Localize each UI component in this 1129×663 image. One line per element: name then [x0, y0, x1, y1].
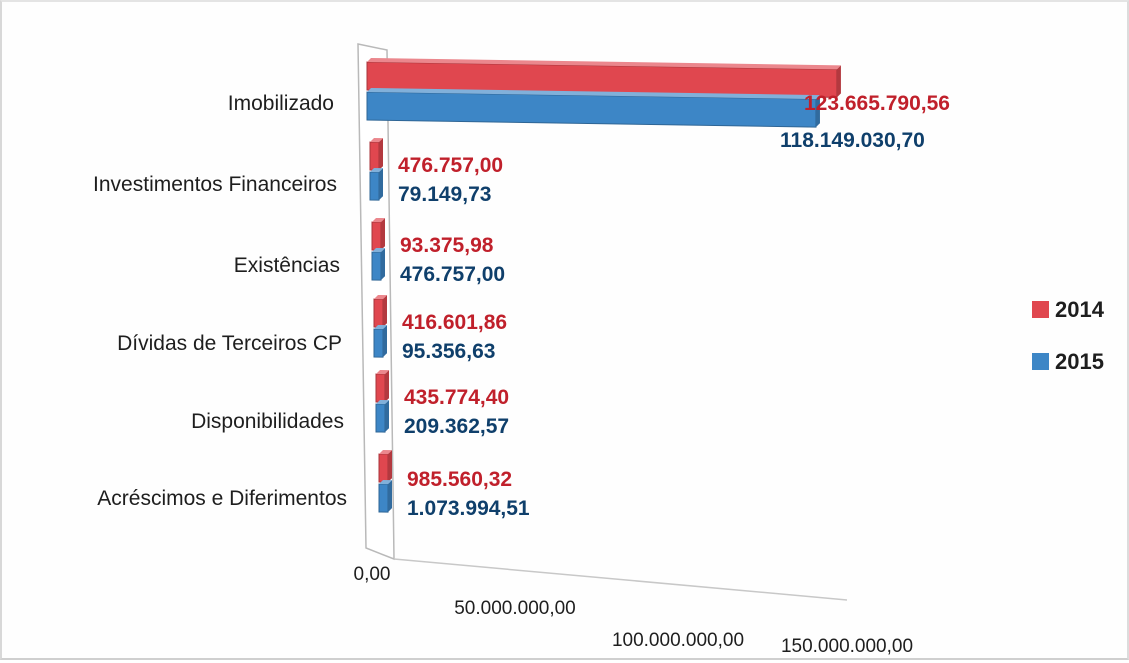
bar-2014-5	[375, 370, 389, 403]
legend-label: 2015	[1055, 349, 1104, 374]
bar-end	[383, 295, 387, 328]
value-label-2014-5: 435.774,40	[404, 386, 509, 409]
legend-label: 2014	[1055, 297, 1105, 322]
legend-item-2015: 2015	[1032, 349, 1104, 374]
bar-end	[385, 370, 389, 403]
bar-top	[370, 168, 383, 173]
bar-end	[383, 325, 387, 358]
bar-end	[388, 480, 392, 513]
category-label-5: Disponibilidades	[191, 410, 344, 433]
x-tick-label-3: 100.000.000,00	[612, 630, 744, 651]
bar-2015-4	[373, 325, 387, 358]
bar-top	[372, 248, 385, 253]
bar-top	[376, 400, 389, 405]
value-label-2014-1: 123.665.790,56	[804, 92, 950, 115]
bars	[366, 58, 841, 513]
bar-2014-6	[378, 450, 392, 483]
bar-2014-2	[369, 138, 383, 171]
category-label-1: Imobilizado	[228, 92, 334, 115]
bar-2014-4	[373, 295, 387, 328]
bar-end	[379, 138, 383, 171]
bar-face	[375, 373, 386, 403]
bar-top	[367, 58, 841, 70]
bar-face	[369, 141, 380, 171]
bar-top	[379, 450, 392, 455]
bar-2014-3	[371, 218, 385, 251]
bar-top	[372, 218, 385, 223]
bar-end	[381, 248, 385, 281]
legend-swatch	[1032, 353, 1049, 370]
category-label-2: Investimentos Financeiros	[93, 173, 337, 196]
category-label-4: Dívidas de Terceiros CP	[117, 332, 342, 355]
legend-swatch	[1032, 301, 1049, 318]
value-label-2015-5: 209.362,57	[404, 415, 509, 438]
category-label-3: Existências	[234, 254, 340, 277]
bar-end	[815, 95, 820, 128]
x-axis-ticks: 0,00 50.000.000,00 100.000.000,00 150.000.0…	[354, 564, 914, 657]
bar-face	[373, 328, 384, 358]
bar-top	[367, 88, 820, 100]
bar-end	[388, 450, 392, 483]
bar-top	[374, 295, 387, 300]
category-label-6: Acréscimos e Diferimentos	[97, 487, 347, 510]
value-label-2015-3: 476.757,00	[400, 263, 505, 286]
bar-2014-1	[366, 58, 841, 98]
bar-face	[371, 251, 382, 281]
bar-2015-5	[375, 400, 389, 433]
category-labels: Imobilizado Investimentos Financeiros Exis…	[93, 92, 347, 510]
bar-face	[375, 403, 386, 433]
bar-top	[376, 370, 389, 375]
bar-top	[370, 138, 383, 143]
value-label-2015-6: 1.073.994,51	[407, 497, 530, 520]
legend: 2014 2015	[1032, 297, 1105, 374]
value-label-2015-2: 79.149,73	[398, 183, 491, 206]
value-label-2014-2: 476.757,00	[398, 154, 503, 177]
value-labels: 123.665.790,56 118.149.030,70 476.757,00 79…	[398, 92, 950, 520]
bar-top	[379, 480, 392, 485]
x-tick-label-4: 150.000.000,00	[781, 636, 913, 657]
chart-floor	[393, 558, 848, 601]
bar-end	[385, 400, 389, 433]
bar-2015-1	[366, 88, 820, 128]
bar-face	[371, 221, 382, 251]
bar-face	[373, 298, 384, 328]
bar-face	[369, 171, 380, 201]
bar-end	[379, 168, 383, 201]
value-label-2014-3: 93.375,98	[400, 234, 494, 257]
x-tick-label-1: 0,00	[354, 564, 391, 585]
bar-2015-2	[369, 168, 383, 201]
x-axis-line	[393, 558, 848, 601]
bar-end	[836, 65, 841, 98]
value-label-2015-4: 95.356,63	[402, 340, 495, 363]
value-label-2014-4: 416.601,86	[402, 311, 507, 334]
value-label-2014-6: 985.560,32	[407, 468, 512, 491]
bar-2015-3	[371, 248, 385, 281]
bar-2015-6	[378, 480, 392, 513]
legend-item-2014: 2014	[1032, 297, 1105, 322]
bar-top	[374, 325, 387, 330]
bar-end	[381, 218, 385, 251]
x-tick-label-2: 50.000.000,00	[454, 598, 576, 619]
value-label-2015-1: 118.149.030,70	[780, 129, 925, 152]
bar-face	[378, 483, 389, 513]
bar-face	[378, 453, 389, 483]
